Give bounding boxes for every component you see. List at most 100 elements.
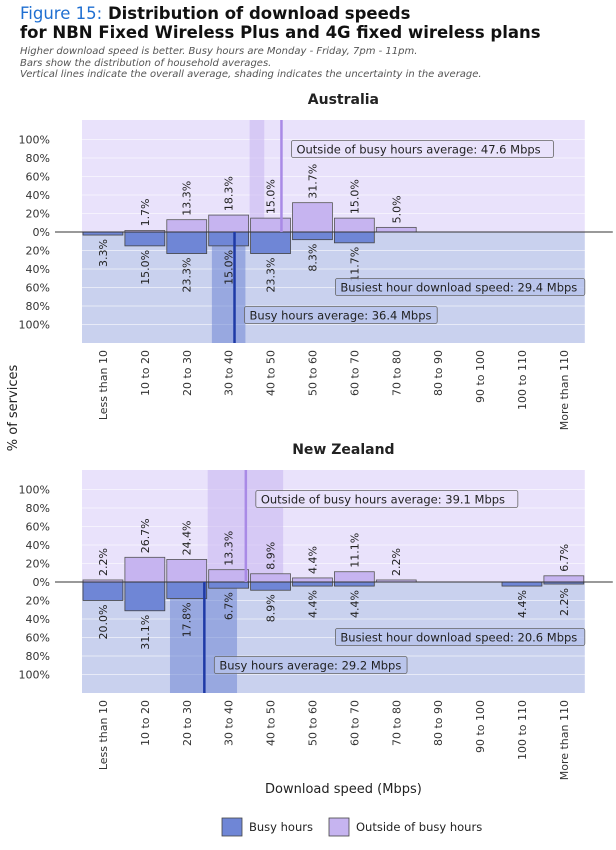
bar-busy-hours	[292, 581, 333, 587]
busy-average-annotation: Busy hours average: 36.4 Mbps	[250, 309, 432, 323]
legend-label-outside: Outside of busy hours	[356, 820, 482, 834]
busiest-hour-annotation: Busiest hour download speed: 29.4 Mbps	[340, 281, 577, 295]
x-tick-label: 20 to 30	[181, 350, 194, 396]
x-tick-label: 90 to 100	[474, 350, 487, 403]
y-tick-label: 100%	[19, 669, 50, 682]
chart-title: Figure 15: Distribution of download spee…	[20, 4, 610, 42]
y-tick-label: 20%	[26, 245, 50, 258]
busiest-hour-annotation-box	[334, 628, 586, 646]
legend-swatch-outside	[328, 817, 350, 837]
bar-outside-hours	[333, 571, 375, 583]
y-tick-label: 20%	[26, 558, 50, 571]
x-tick-label: 40 to 50	[265, 350, 278, 396]
busy-hours-value-label: 3.3%	[97, 239, 110, 267]
x-tick-label: 40 to 50	[265, 700, 278, 746]
bar-busy-hours	[292, 231, 333, 241]
busy-average-annotation-box	[213, 656, 408, 674]
outside-hours-value-label: 13.3%	[223, 531, 236, 566]
outside-hours-value-label: 15.0%	[348, 179, 361, 214]
outside-average-annotation: Outside of busy hours average: 47.6 Mbps	[296, 143, 540, 157]
bar-outside-hours	[250, 217, 291, 233]
y-tick-label: 40%	[26, 539, 50, 552]
x-tick-label: Less than 10	[97, 350, 110, 420]
outside-hours-value-label: 1.7%	[139, 198, 152, 226]
x-tick-label: 100 to 110	[516, 700, 529, 760]
x-tick-label: 70 to 80	[390, 350, 403, 396]
x-tick-label: Less than 10	[97, 700, 110, 770]
bar-outside-hours	[166, 219, 208, 233]
y-tick-label: 20%	[26, 595, 50, 608]
y-tick-label: 80%	[26, 502, 50, 515]
bar-busy-hours	[166, 581, 208, 599]
y-tick-label: 40%	[26, 613, 50, 626]
y-tick-label: 20%	[26, 208, 50, 221]
subtitle-line: Vertical lines indicate the overall aver…	[20, 69, 482, 80]
subtitle-line: Higher download speed is better. Busy ho…	[20, 46, 418, 57]
x-tick-label: 100 to 110	[516, 350, 529, 410]
x-tick-label: 10 to 20	[139, 350, 152, 396]
bar-outside-hours	[292, 202, 333, 233]
bar-busy-hours	[124, 231, 166, 247]
title-line-2: for NBN Fixed Wireless Plus and 4G fixed…	[20, 23, 541, 42]
bar-busy-hours	[333, 581, 375, 587]
bar-outside-hours	[124, 556, 166, 583]
x-tick-label: 30 to 40	[223, 700, 236, 746]
outside-hours-value-label: 13.3%	[181, 181, 194, 216]
x-tick-label: 60 to 70	[348, 350, 361, 396]
bar-outside-hours	[250, 573, 291, 583]
busiest-hour-annotation-box	[334, 278, 586, 296]
outside-hours-value-label: 26.7%	[139, 518, 152, 553]
subtitle-line: Bars show the distribution of household …	[20, 57, 272, 69]
bar-outside-hours	[375, 226, 417, 233]
busy-hours-value-label: 23.3%	[265, 258, 278, 293]
outside-average-annotation: Outside of busy hours average: 39.1 Mbps	[261, 493, 505, 507]
outside-average-annotation-box	[255, 490, 519, 508]
busy-hours-value-label: 4.4%	[348, 590, 361, 618]
busy-hours-value-label: 8.9%	[265, 594, 278, 622]
y-tick-label: 80%	[26, 650, 50, 663]
bar-outside-hours	[208, 569, 249, 583]
bar-outside-hours	[166, 559, 208, 583]
y-tick-label: 100%	[19, 484, 50, 497]
x-tick-label: 30 to 40	[223, 350, 236, 396]
y-tick-label: 60%	[26, 521, 50, 534]
busy-hours-value-label: 20.0%	[97, 605, 110, 640]
chart-header: Figure 15: Distribution of download spee…	[20, 4, 610, 81]
outside-hours-value-label: 11.1%	[348, 533, 361, 568]
busy-hours-value-label: 15.0%	[223, 250, 236, 285]
outside-hours-value-label: 6.7%	[558, 544, 571, 572]
bar-busy-hours	[124, 581, 166, 612]
y-tick-label: 0%	[33, 576, 50, 589]
bar-busy-hours	[82, 581, 124, 601]
legend: Busy hours Outside of busy hours	[221, 817, 482, 837]
bar-busy-hours	[208, 231, 249, 247]
busy-hours-value-label: 23.3%	[181, 258, 194, 293]
figure-label: Figure 15:	[20, 4, 103, 23]
bar-busy-hours	[250, 231, 291, 254]
panel-australia: 100% 80% 60% 40% 20% 0% 20% 40% 60% 80% 100% 1.7% 13…	[19, 92, 613, 430]
outside-hours-value-label: 4.4%	[306, 546, 319, 574]
bar-outside-hours	[333, 217, 375, 233]
bar-busy-hours	[250, 581, 291, 591]
busy-hours-value-label: 8.3%	[306, 244, 319, 272]
busy-hours-value-label: 11.7%	[348, 247, 361, 282]
bar-outside-hours	[292, 577, 333, 583]
busy-average-uncertainty-band	[211, 232, 246, 343]
y-axis-label: % of services	[6, 365, 21, 452]
x-tick-label: 20 to 30	[181, 700, 194, 746]
y-tick-label: 100%	[19, 134, 50, 147]
x-tick-label: More than 110	[558, 350, 571, 430]
outside-average-uncertainty-band	[249, 120, 265, 232]
busy-hours-value-label: 2.2%	[558, 588, 571, 616]
chart-subtitle: Higher download speed is better. Busy ho…	[20, 46, 610, 81]
y-tick-label: 40%	[26, 263, 50, 276]
bar-busy-hours	[166, 231, 208, 254]
outside-hours-value-label: 2.2%	[97, 548, 110, 576]
bar-outside-hours	[543, 575, 585, 583]
outside-hours-value-label: 2.2%	[390, 548, 403, 576]
legend-swatch-busy	[221, 817, 243, 837]
legend-label-busy: Busy hours	[249, 820, 313, 834]
y-tick-label: 80%	[26, 300, 50, 313]
outside-hours-value-label: 8.9%	[265, 542, 278, 570]
x-tick-label: 70 to 80	[390, 700, 403, 746]
